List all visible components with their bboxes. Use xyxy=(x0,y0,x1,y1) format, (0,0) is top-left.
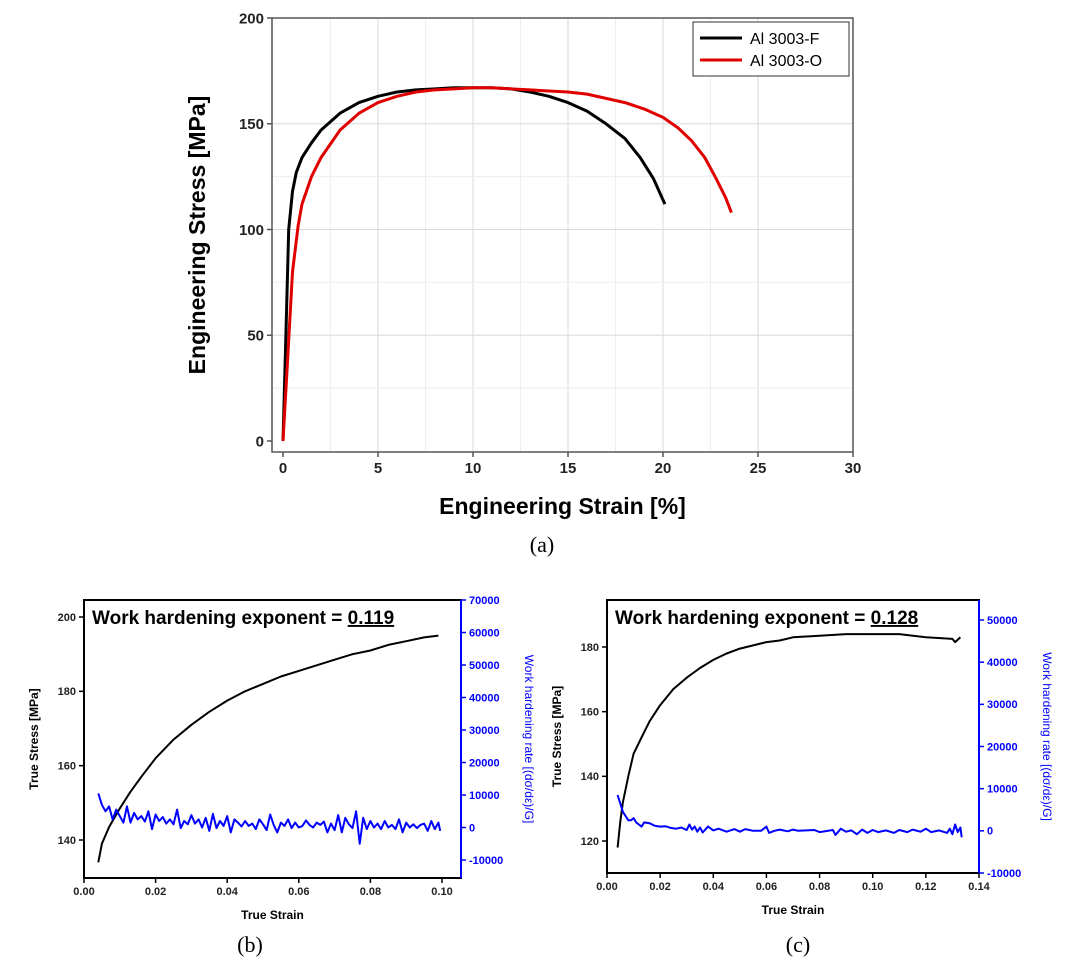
y2-tick-label: 70000 xyxy=(469,595,500,607)
y2-tick-label: 0 xyxy=(987,826,993,838)
x-tick-label: 0.00 xyxy=(596,881,617,893)
x-tick-label: 0.10 xyxy=(431,886,452,898)
x-tick-label: 0.08 xyxy=(360,886,381,898)
chart-b: 0.00 0.02 0.04 0.06 0.08 0.10 140 160 180 200 -100… xyxy=(27,595,536,922)
plot-frame xyxy=(606,599,980,874)
x-tick-label: 0.06 xyxy=(756,881,777,893)
x-tick-label: 0.12 xyxy=(915,881,936,893)
y-tick-label: 0 xyxy=(256,433,264,450)
annotation-value: 0.119 xyxy=(348,608,395,629)
x-tick-label: 25 xyxy=(750,460,767,477)
x-axis-label: Engineering Strain [%] xyxy=(439,493,686,519)
x-tick-label: 0.14 xyxy=(968,881,990,893)
x-tick-label: 0.02 xyxy=(649,881,670,893)
y2-tick-label: -10000 xyxy=(469,855,503,867)
work-hardening-annotation: Work hardening exponent = 0.119 xyxy=(92,608,394,629)
series-line-right xyxy=(616,794,963,838)
y-tick-label: 160 xyxy=(58,761,76,773)
y-tick-label: 140 xyxy=(581,771,599,783)
x-tick-label: 0.00 xyxy=(73,886,94,898)
y-tick-label: 140 xyxy=(58,835,76,847)
caption-b: (b) xyxy=(237,932,263,957)
x-tick-label: 20 xyxy=(655,460,672,477)
x-axis-label: True Strain xyxy=(241,908,304,922)
plot-frame xyxy=(271,17,854,453)
y2-tick-label: 10000 xyxy=(469,790,500,802)
y-axis-label: Engineering Stress [MPa] xyxy=(184,96,210,375)
work-hardening-annotation: Work hardening exponent = 0.128 xyxy=(615,608,918,629)
series-line-right xyxy=(97,793,442,845)
x-tick-label: 30 xyxy=(845,460,862,477)
y-tick-label: 150 xyxy=(239,116,264,133)
caption-c: (c) xyxy=(786,932,810,957)
y-tick-label: 200 xyxy=(239,10,264,27)
y-tick-label: 120 xyxy=(581,836,599,848)
x-tick-label: 0.04 xyxy=(703,881,725,893)
annotation-value: 0.128 xyxy=(871,608,919,629)
caption-a: (a) xyxy=(530,532,554,557)
y2-tick-label: 10000 xyxy=(987,784,1018,796)
annotation-label: Work hardening exponent = xyxy=(92,608,348,629)
y2-tick-label: 20000 xyxy=(987,741,1018,753)
y2-tick-label: -10000 xyxy=(987,868,1021,880)
y2-tick-label: 60000 xyxy=(469,627,500,639)
chart-c: 0.00 0.02 0.04 0.06 0.08 0.10 0.12 0.14 120 140 16… xyxy=(550,599,1054,917)
y-tick-label: 180 xyxy=(58,686,76,698)
x-tick-label: 10 xyxy=(465,460,482,477)
y2-tick-label: 20000 xyxy=(469,757,500,769)
legend-box xyxy=(692,21,850,77)
y2-tick-label: 0 xyxy=(469,822,475,834)
y2-tick-label: 40000 xyxy=(469,692,500,704)
y2-tick-label: 40000 xyxy=(987,657,1018,669)
chart-a: 0 5 10 15 20 25 30 0 50 100 150 200 Engineering Stra… xyxy=(184,10,861,519)
series-line-left xyxy=(616,633,962,848)
y-tick-label: 180 xyxy=(581,642,599,654)
legend: Al 3003-F Al 3003-O xyxy=(692,21,850,77)
x-tick-label: 0.06 xyxy=(288,886,309,898)
y2-axis-label: Work hardening rate [(dσ/dε)/G] xyxy=(1040,652,1054,821)
y-tick-label: 200 xyxy=(58,612,76,624)
x-axis-label: True Strain xyxy=(762,903,825,917)
y-tick-label: 50 xyxy=(247,328,264,345)
x-tick-label: 0.02 xyxy=(145,886,166,898)
y2-tick-label: 50000 xyxy=(987,615,1018,627)
x-tick-label: 0 xyxy=(279,460,287,477)
y-tick-label: 100 xyxy=(239,222,264,239)
annotation-label: Work hardening exponent = xyxy=(615,608,871,629)
legend-label: Al 3003-F xyxy=(750,31,820,48)
y2-tick-label: 50000 xyxy=(469,660,500,672)
y2-tick-label: 30000 xyxy=(469,725,500,737)
series-line-left xyxy=(97,634,439,863)
series-line-al-3003-o xyxy=(281,86,733,442)
y-axis-label: True Stress [MPa] xyxy=(550,686,564,787)
x-tick-label: 0.10 xyxy=(862,881,883,893)
legend-label: Al 3003-O xyxy=(750,53,822,70)
x-tick-label: 0.04 xyxy=(216,886,238,898)
x-tick-label: 0.08 xyxy=(809,881,830,893)
y-axis-label: True Stress [MPa] xyxy=(27,688,41,789)
y2-axis-label: Work hardening rate [(dσ/dε)/G] xyxy=(522,655,536,824)
y-tick-label: 160 xyxy=(581,707,599,719)
x-tick-label: 5 xyxy=(374,460,382,477)
x-tick-label: 15 xyxy=(560,460,577,477)
y2-tick-label: 30000 xyxy=(987,699,1018,711)
